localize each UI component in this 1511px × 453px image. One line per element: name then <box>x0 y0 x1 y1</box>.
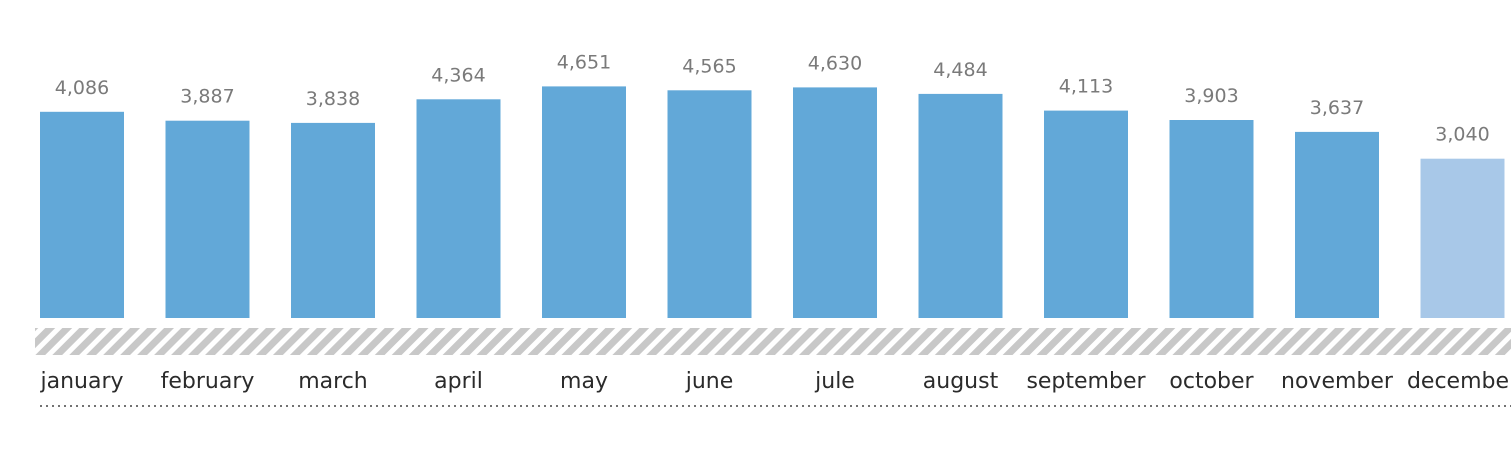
category-label-may: may <box>560 369 608 394</box>
value-label-april: 4,364 <box>431 64 485 86</box>
category-label-august: august <box>923 369 999 394</box>
bar-september <box>1044 110 1128 318</box>
bar-jule <box>793 87 877 319</box>
value-label-october: 3,903 <box>1184 85 1238 107</box>
value-label-march: 3,838 <box>306 88 360 110</box>
value-labels-group: 4,086 3,887 3,838 4,364 4,651 4,565 4,630 4,484… <box>55 51 1490 145</box>
bar-march <box>291 122 375 319</box>
bar-june <box>667 90 752 318</box>
category-label-october: october <box>1169 369 1254 394</box>
value-label-december: 3,040 <box>1435 124 1489 146</box>
bar-may <box>542 86 626 319</box>
category-labels-group: january february march april may june jule augu… <box>39 369 1511 394</box>
value-label-may: 4,651 <box>557 51 611 73</box>
value-label-september: 4,113 <box>1059 76 1113 98</box>
bar-february <box>165 120 250 318</box>
bar-december <box>1420 158 1505 318</box>
value-label-february: 3,887 <box>180 86 234 108</box>
category-label-february: february <box>161 369 255 394</box>
value-label-november: 3,637 <box>1310 97 1364 119</box>
category-label-november: november <box>1281 369 1394 394</box>
bar-august <box>918 93 1003 319</box>
value-label-august: 4,484 <box>933 59 987 81</box>
category-label-january: january <box>39 369 123 394</box>
category-label-september: september <box>1026 369 1146 394</box>
category-label-march: march <box>298 369 368 394</box>
category-label-jule: jule <box>814 369 855 394</box>
value-label-june: 4,565 <box>682 55 736 77</box>
x-axis-band <box>35 328 1511 355</box>
category-label-december: december <box>1407 369 1511 394</box>
category-label-april: april <box>434 369 483 394</box>
bars-group <box>40 86 1505 319</box>
bar-april <box>416 99 501 318</box>
value-label-jule: 4,630 <box>808 52 862 74</box>
category-label-june: june <box>685 369 734 394</box>
bar-january <box>40 111 124 318</box>
value-label-january: 4,086 <box>55 77 109 99</box>
bar-november <box>1295 131 1379 318</box>
bar-october <box>1169 120 1254 318</box>
